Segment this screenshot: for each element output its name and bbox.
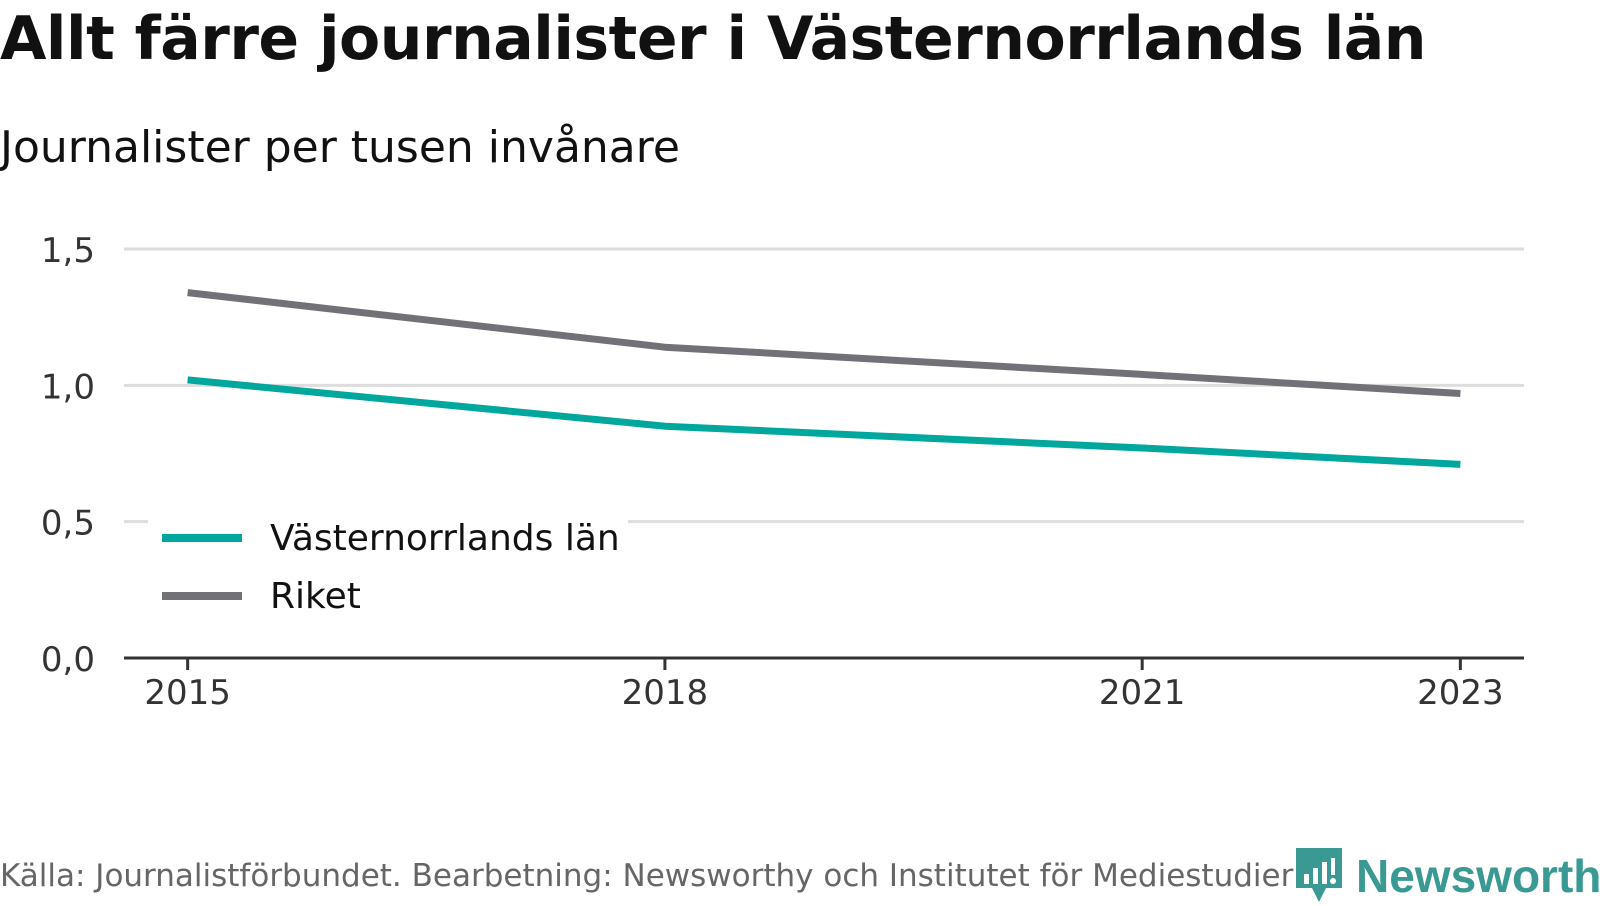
brand-name: Newsworthy xyxy=(1356,850,1600,902)
chart-subtitle: Journalister per tusen invånare xyxy=(0,122,680,173)
chart-title: Allt färre journalister i Västernorrland… xyxy=(0,4,1426,74)
series-line xyxy=(187,289,1461,397)
legend-label: Västernorrlands län xyxy=(270,518,620,559)
x-tick-label: 2018 xyxy=(622,673,709,713)
y-tick-label: 1,5 xyxy=(41,231,95,271)
source-note: Källa: Journalistförbundet. Bearbetning:… xyxy=(0,858,1294,894)
brand-logo[interactable]: Newsworthy xyxy=(1292,846,1600,906)
x-tick-label: 2021 xyxy=(1099,673,1186,713)
series-line xyxy=(187,376,1461,468)
line-chart: 0,0 0,5 1,0 1,5 2015 2018 2021 2023 Västernorrl… xyxy=(41,231,1524,713)
axes: 0,0 0,5 1,0 1,5 2015 2018 2021 2023 xyxy=(41,231,1524,713)
x-tick-label: 2015 xyxy=(144,673,231,713)
y-tick-label: 0,0 xyxy=(41,640,95,680)
y-tick-label: 0,5 xyxy=(41,504,95,544)
newsworthy-logo-icon xyxy=(1296,848,1342,902)
legend: Västernorrlands län Riket xyxy=(148,503,628,617)
y-tick-label: 1,0 xyxy=(41,367,95,407)
legend-label: Riket xyxy=(270,576,361,617)
x-tick-label: 2023 xyxy=(1417,673,1504,713)
series-lines xyxy=(187,289,1461,468)
